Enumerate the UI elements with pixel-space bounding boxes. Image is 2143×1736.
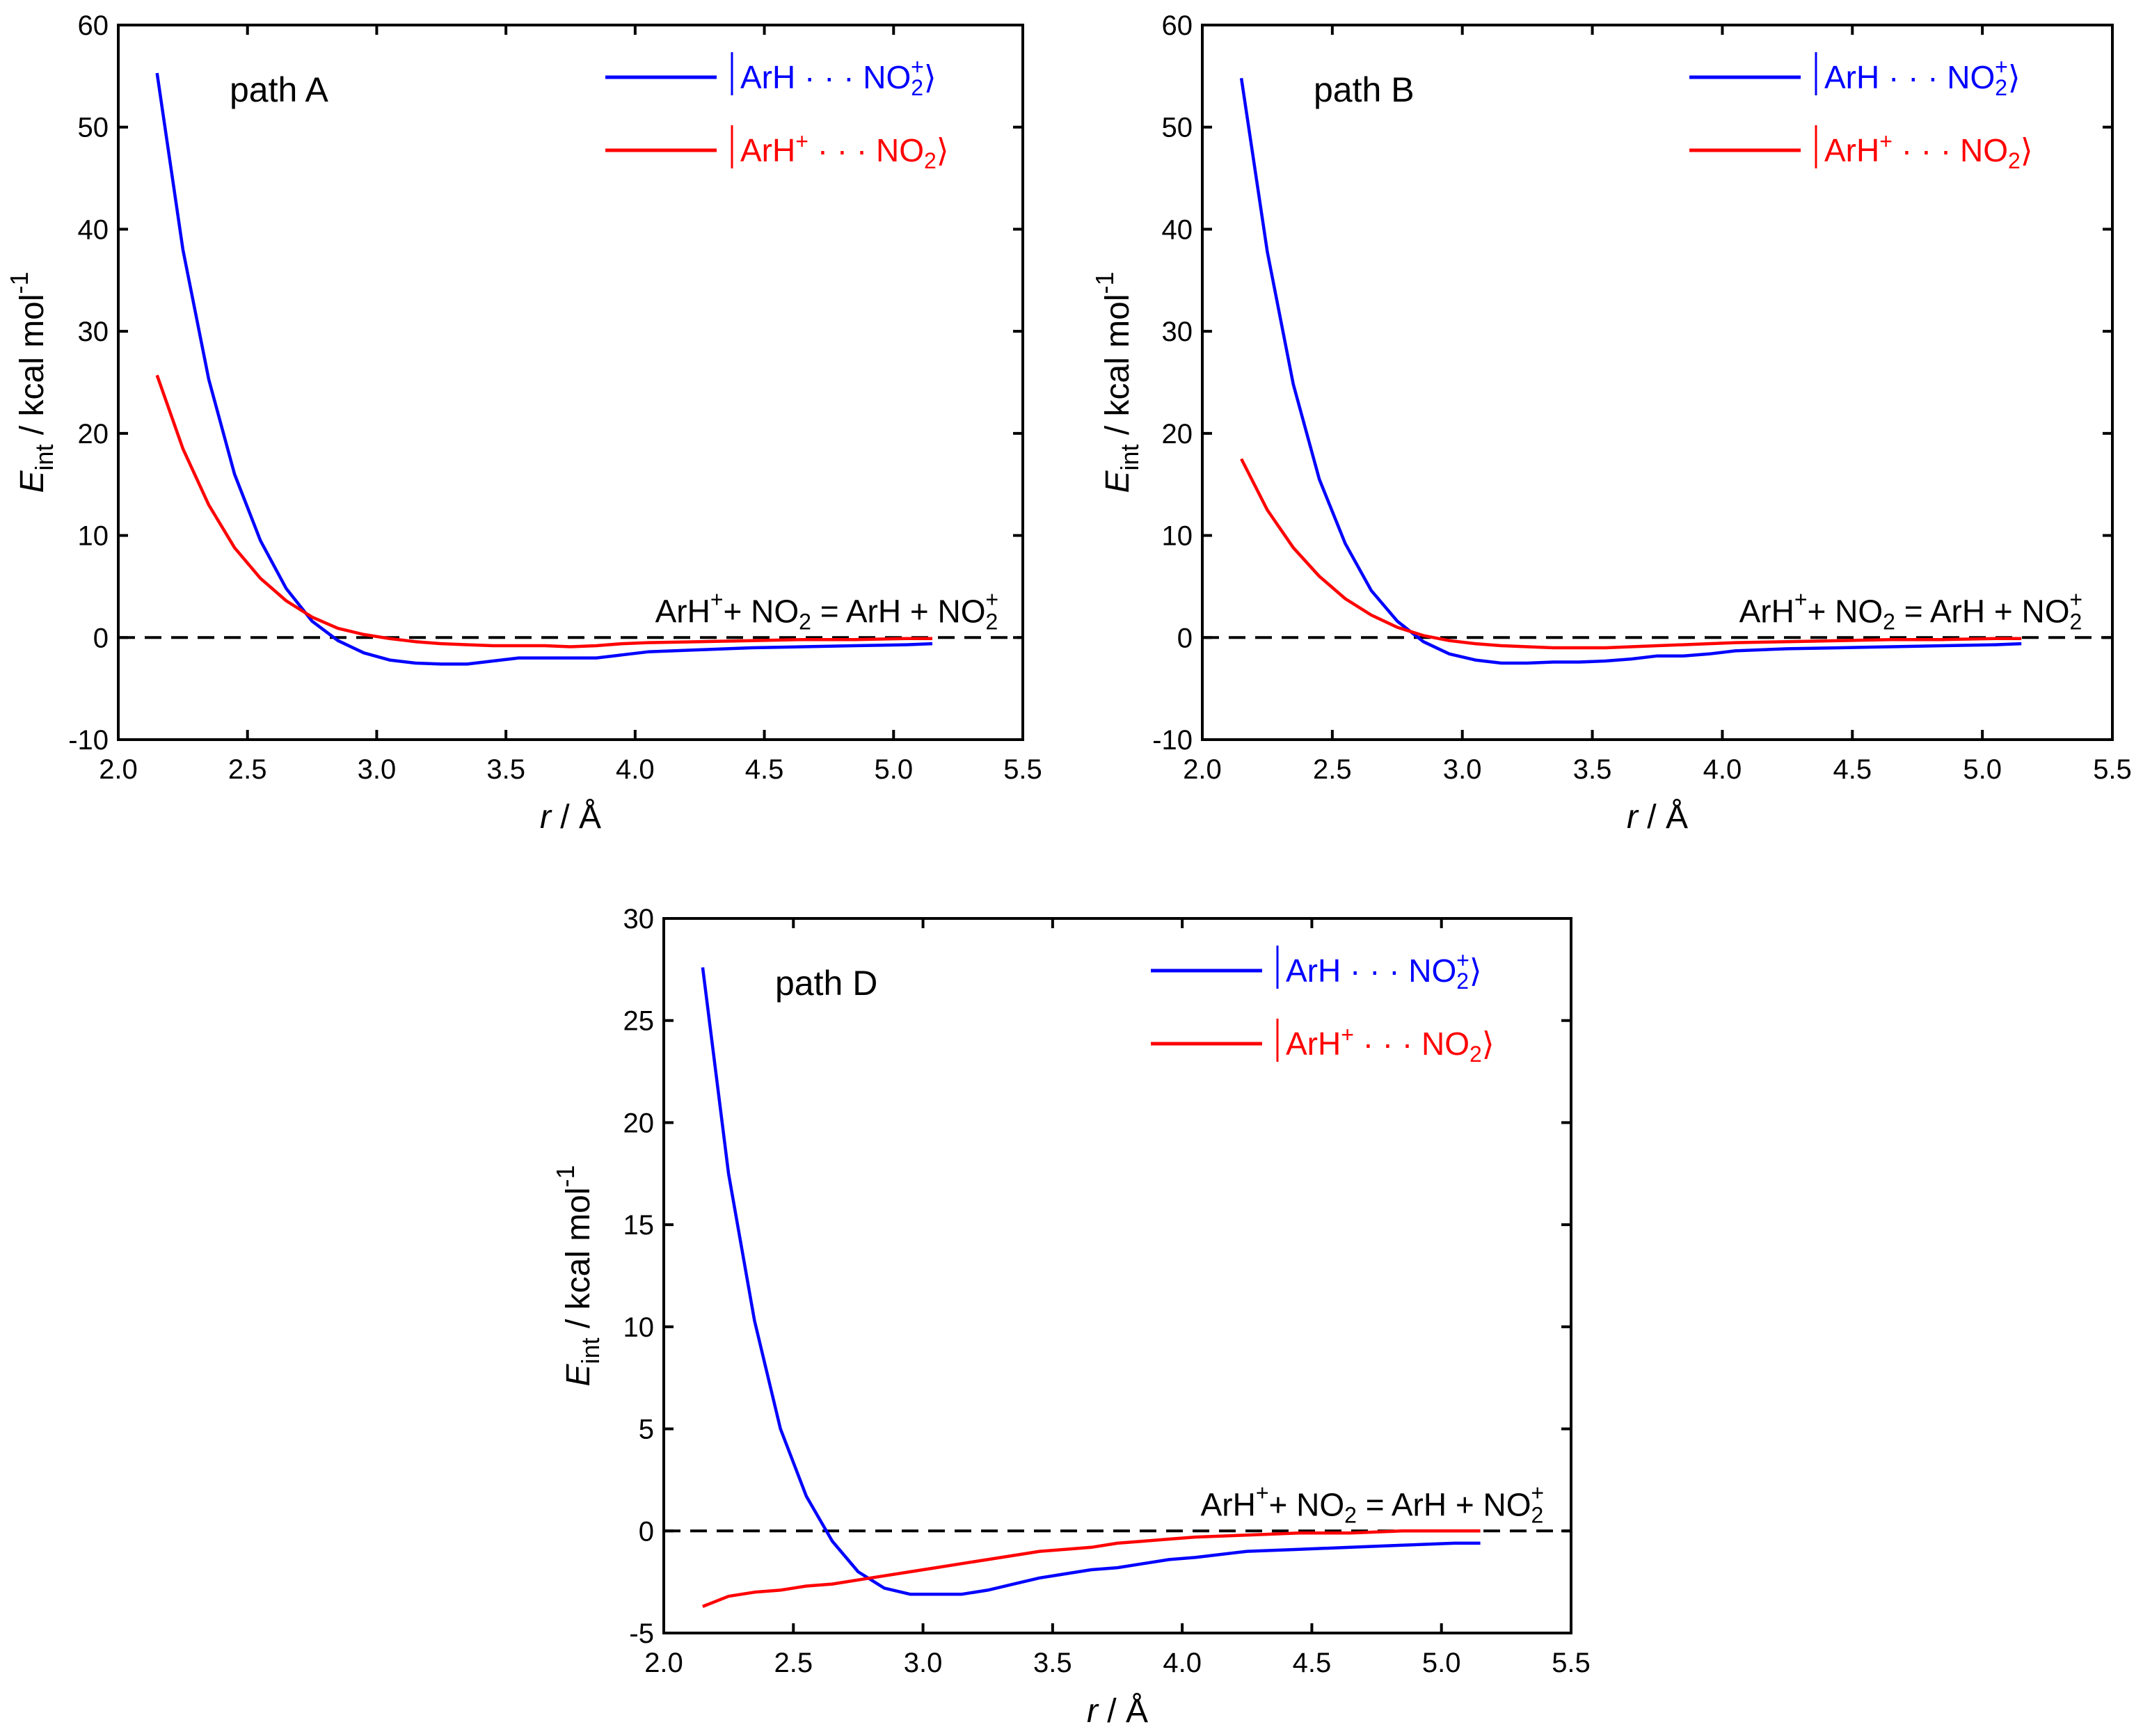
- equilibrium-annotation: ArH++ NO2 = ArH + NO2+: [655, 587, 998, 634]
- series-line-blue: [155, 72, 933, 666]
- x-tick-label: 2.5: [774, 1648, 813, 1678]
- y-tick-label: 10: [623, 1312, 655, 1343]
- x-tick-label: 4.0: [616, 754, 655, 785]
- x-tick-label: 5.5: [1003, 754, 1042, 785]
- y-tick-label: -10: [1152, 725, 1193, 756]
- x-tick-label: 4.5: [1293, 1648, 1332, 1678]
- x-tick-label: 2.0: [644, 1648, 683, 1678]
- x-axis-label: r / Å: [1087, 1693, 1148, 1730]
- y-tick-label: -5: [629, 1618, 654, 1649]
- plot-frame: [1201, 24, 2114, 741]
- y-tick-label: 20: [623, 1108, 655, 1138]
- y-tick-label: 50: [78, 113, 109, 143]
- y-tick-label: 30: [623, 904, 655, 934]
- y-tick-label: 40: [1162, 214, 1193, 245]
- x-tick-label: 2.5: [1313, 754, 1352, 785]
- equilibrium-annotation: ArH++ NO2 = ArH + NO2+: [1201, 1480, 1544, 1527]
- y-tick-label: 5: [639, 1415, 654, 1445]
- y-tick-label: 20: [1162, 419, 1193, 449]
- x-tick-label: 2.0: [1183, 754, 1222, 785]
- chart-panel-D: 2.0 2.5 3.0 3.5 4.0 4.5 5.0 5.5 -5 0 5 10 15 20 25 30 r …: [551, 904, 1591, 1730]
- y-tick-label: 0: [639, 1516, 654, 1547]
- x-tick-label: 3.5: [1573, 754, 1612, 785]
- x-tick-label: 5.0: [874, 754, 913, 785]
- panel-title: path A: [230, 70, 328, 109]
- y-tick-label: 25: [623, 1006, 655, 1037]
- series-line-blue: [1239, 77, 2022, 665]
- y-axis-label: Eint / kcal mol-1: [1090, 271, 1144, 493]
- y-tick-label: 30: [1162, 317, 1193, 347]
- x-tick-label: 4.0: [1703, 754, 1742, 785]
- legend-label: ArH+ · · · NO2⟩: [740, 129, 949, 173]
- y-axis-label: Eint / kcal mol-1: [551, 1165, 605, 1386]
- y-tick-label: 0: [93, 623, 109, 653]
- chart-panel-B: 2.0 2.5 3.0 3.5 4.0 4.5 5.0 5.5 -10 0 10 20 30 40 50 60…: [1090, 10, 2132, 836]
- x-tick-label: 3.0: [904, 1648, 943, 1678]
- y-tick-label: 40: [78, 214, 109, 245]
- y-tick-label: 60: [78, 10, 109, 41]
- x-axis-label: r / Å: [1627, 799, 1688, 836]
- x-tick-label: 3.5: [486, 754, 525, 785]
- x-tick-label: 3.0: [358, 754, 397, 785]
- x-tick-label: 5.5: [1552, 1648, 1591, 1678]
- y-tick-label: 60: [1162, 10, 1193, 41]
- x-tick-label: 2.0: [99, 754, 138, 785]
- x-tick-label: 3.5: [1033, 1648, 1072, 1678]
- y-tick-label: 50: [1162, 113, 1193, 143]
- x-axis-label: r / Å: [540, 799, 601, 836]
- x-tick-label: 3.0: [1443, 754, 1482, 785]
- legend-label: ArH · · · NO2+⟩: [1286, 948, 1482, 994]
- x-tick-label: 5.0: [1963, 754, 2002, 785]
- y-tick-label: 20: [78, 419, 109, 449]
- legend-label: ArH · · · NO2+⟩: [740, 54, 937, 100]
- series-line-blue: [701, 967, 1481, 1596]
- legend-label: ArH+ · · · NO2⟩: [1824, 129, 2033, 173]
- equilibrium-annotation: ArH++ NO2 = ArH + NO2+: [1739, 587, 2082, 634]
- x-tick-label: 5.0: [1422, 1648, 1461, 1678]
- series-line-red: [702, 1529, 1481, 1608]
- series-line-red: [155, 374, 932, 648]
- x-tick-label: 4.5: [745, 754, 784, 785]
- plot-frame: [117, 24, 1024, 741]
- legend-label: ArH · · · NO2+⟩: [1824, 54, 2021, 100]
- legend-label: ArH+ · · · NO2⟩: [1286, 1022, 1495, 1067]
- plot-frame: [662, 917, 1572, 1634]
- x-tick-label: 5.5: [2093, 754, 2132, 785]
- panel-title: path B: [1314, 70, 1415, 109]
- panel-title: path D: [775, 964, 877, 1003]
- y-tick-label: 10: [1162, 521, 1193, 552]
- y-axis-label: Eint / kcal mol-1: [5, 271, 58, 493]
- y-tick-label: -10: [68, 725, 109, 756]
- chart-panel-A: 2.0 2.5 3.0 3.5 4.0 4.5 5.0 5.5 -10 0 10 20 30 40 50 60…: [5, 10, 1042, 836]
- y-tick-label: 15: [623, 1210, 655, 1241]
- series-line-red: [1240, 458, 2022, 650]
- y-tick-label: 30: [78, 317, 109, 347]
- x-tick-label: 4.5: [1833, 754, 1872, 785]
- x-tick-label: 2.5: [228, 754, 267, 785]
- y-tick-label: 10: [78, 521, 109, 552]
- x-tick-label: 4.0: [1163, 1648, 1202, 1678]
- y-tick-label: 0: [1177, 623, 1193, 653]
